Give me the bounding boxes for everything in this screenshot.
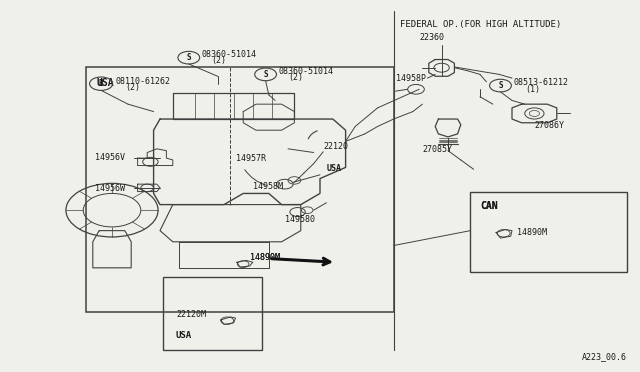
Text: 149580: 149580 [285,215,315,224]
Text: S: S [186,53,191,62]
Text: A223_00.6: A223_00.6 [582,352,627,361]
Text: FEDERAL OP.(FOR HIGH ALTITUDE): FEDERAL OP.(FOR HIGH ALTITUDE) [400,20,561,29]
Text: 14958M: 14958M [253,182,283,191]
Text: 22120M: 22120M [176,310,206,319]
Text: (2): (2) [211,56,226,65]
Bar [86,67,394,312]
Text: 08360-51014: 08360-51014 [202,50,257,59]
Text: 14956W: 14956W [95,184,125,193]
Text: 14956V: 14956V [95,153,125,162]
Text: B: B [99,79,104,88]
Text: 27085Y: 27085Y [422,145,452,154]
Text: 22360: 22360 [419,33,444,42]
Bar [470,192,627,272]
Text: 14890M: 14890M [250,253,280,262]
Text: USA: USA [96,78,114,88]
Text: 14890M: 14890M [250,253,280,262]
Text: 08513-61212: 08513-61212 [514,78,569,87]
Text: USA: USA [326,164,341,173]
Text: (1): (1) [525,85,540,94]
Text: 22120: 22120 [323,142,348,151]
Text: S: S [498,81,503,90]
Text: CAN: CAN [480,201,498,211]
Text: 14958P: 14958P [396,74,426,83]
Text: CAN: CAN [480,201,498,211]
Text: (2): (2) [288,73,303,82]
Text: S: S [263,70,268,79]
Text: 27086Y: 27086Y [534,121,564,130]
Text: 14957R: 14957R [236,154,266,163]
Text: (2): (2) [125,83,140,92]
Text: 08110-61262: 08110-61262 [115,77,170,86]
Text: USA: USA [176,331,192,340]
Text: 08360-51014: 08360-51014 [278,67,333,76]
Bar [163,277,262,350]
Text: 14890M: 14890M [517,228,547,237]
